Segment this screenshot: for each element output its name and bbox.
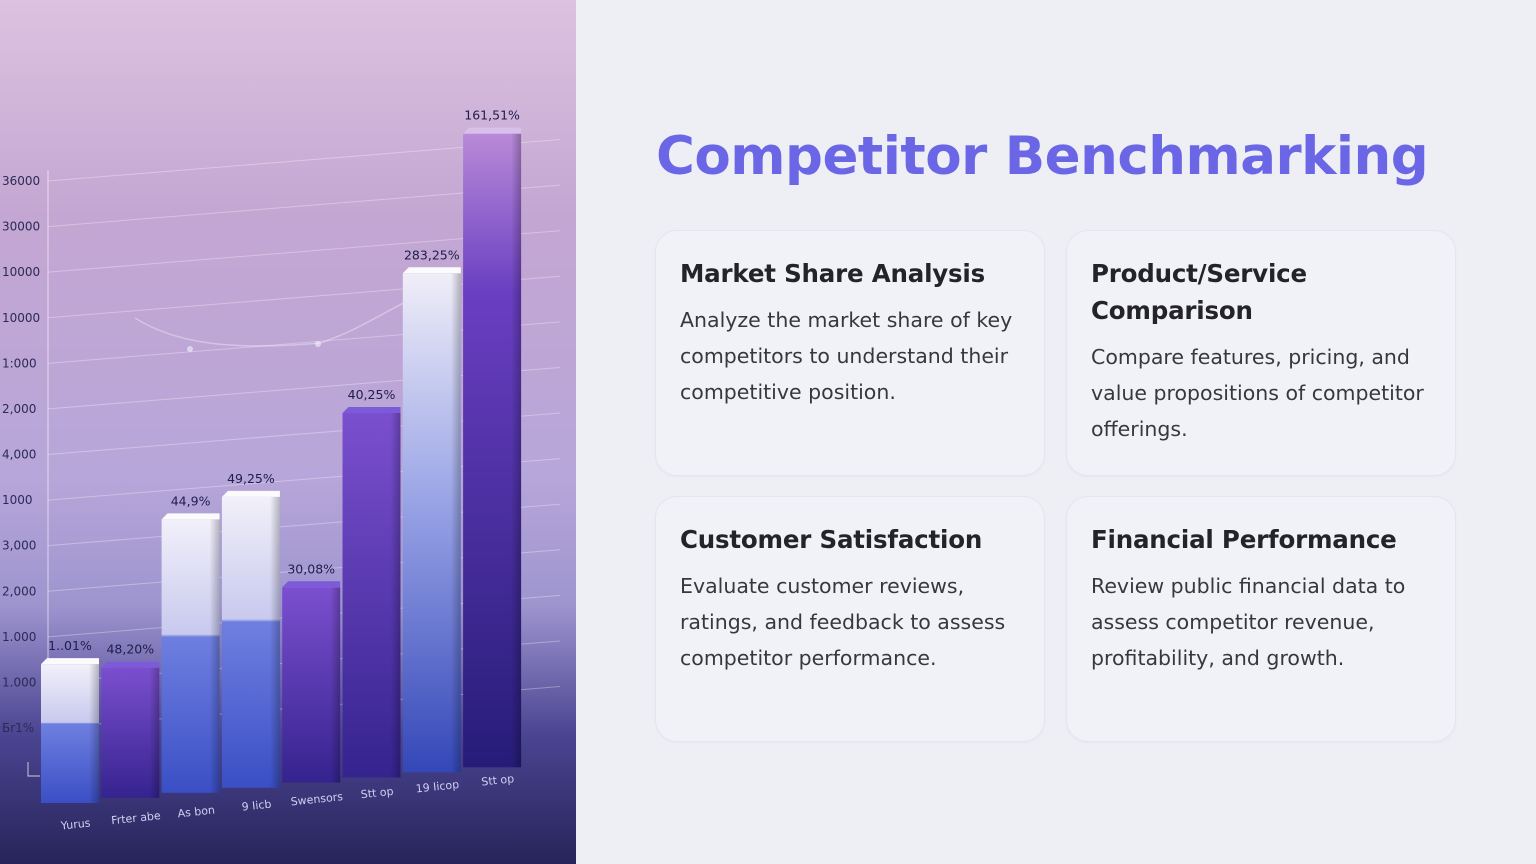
decor-curve	[134, 294, 421, 347]
y-tick-label: 1000	[2, 493, 33, 507]
x-category-label: Yurus	[59, 816, 91, 832]
x-category-label: Stt op	[360, 785, 394, 801]
slide-title: Competitor Benchmarking	[656, 126, 1429, 187]
x-category-label: Swensors	[290, 790, 344, 808]
card-heading: Product/Service Comparison	[1091, 259, 1307, 325]
bar-value-label: 44,9%	[171, 493, 211, 508]
bar-side	[390, 412, 401, 778]
bar	[161, 513, 220, 793]
y-tick-label: 1.000	[2, 630, 36, 644]
y-tick-label: 1.000	[2, 675, 36, 689]
y-tick-label: 1:000	[2, 356, 37, 370]
card-body: Review public financial data to assess c…	[1091, 574, 1406, 670]
bar-value-label: 49,25%	[227, 471, 275, 486]
bar-side	[89, 664, 99, 803]
bar-side	[269, 496, 280, 788]
y-tick-label: 10000	[2, 311, 40, 325]
chart-panel: 36000 30000 10000 10000 1:000 2,000 4,000 1000 3…	[0, 0, 576, 864]
bar-value-label: 48,20%	[106, 642, 154, 657]
bar-cap	[342, 406, 401, 413]
card-heading: Market Share Analysis	[680, 259, 986, 288]
y-tick-label: 3,000	[2, 539, 36, 553]
card-body: Evaluate customer reviews, ratings, and …	[680, 574, 1006, 670]
bar	[402, 267, 461, 773]
bar-chart: 36000 30000 10000 10000 1:000 2,000 4,000 1000 3…	[2, 108, 561, 833]
x-category-label: Stt op	[481, 772, 515, 788]
y-tick-label: 36000	[2, 174, 40, 188]
card-heading: Customer Satisfaction	[680, 525, 983, 554]
bar-value-label: 40,25%	[348, 387, 396, 402]
bar-side	[511, 133, 522, 768]
bar-value-label: 283,25%	[404, 247, 460, 262]
card-financial-performance: Financial Performance Review public fina…	[1066, 496, 1456, 742]
bar	[101, 661, 160, 798]
x-category-label: 19 Iicop	[415, 778, 460, 795]
bar	[342, 406, 401, 778]
card-market-share: Market Share Analysis Analyze the market…	[655, 230, 1045, 476]
bar-cap	[282, 581, 341, 588]
bar-value-label: 1..01%	[48, 638, 92, 653]
bar-cap	[41, 658, 99, 665]
x-category-label: As bon	[177, 803, 216, 820]
card-body: Compare features, pricing, and value pro…	[1091, 345, 1424, 441]
card-product-comparison: Product/Service Comparison Compare featu…	[1066, 230, 1456, 476]
bar-value-label: 161,51%	[464, 108, 520, 123]
bar-cap	[101, 661, 160, 668]
bar-side	[330, 587, 341, 783]
bar	[282, 581, 341, 783]
x-category-label: Frter abe	[111, 809, 162, 827]
bar-side	[450, 273, 461, 773]
bar-value-label: 30,08%	[287, 561, 335, 576]
decor-dot	[315, 341, 321, 347]
y-tick-label: 2,000	[2, 584, 36, 598]
card-customer-satisfaction: Customer Satisfaction Evaluate customer …	[655, 496, 1045, 742]
card-heading: Financial Performance	[1091, 525, 1397, 554]
y-tick-label: 4,000	[2, 448, 36, 462]
bar-cap	[463, 127, 522, 134]
bar	[41, 658, 99, 803]
y-tick-label: 10000	[2, 265, 40, 279]
y-tick-label: 30000	[2, 220, 40, 234]
bar	[463, 127, 522, 768]
bar-side	[149, 667, 160, 798]
bar-cap	[402, 267, 461, 274]
bar-cap	[161, 513, 220, 520]
decor-dot	[187, 346, 193, 352]
y-tick-label: 2,000	[2, 402, 36, 416]
bar-side	[209, 519, 220, 793]
bar	[221, 490, 280, 788]
axis-corner	[27, 762, 40, 777]
content-panel: Competitor Benchmarking Market Share Ana…	[576, 0, 1536, 864]
x-category-label: 9 Iicb	[241, 798, 272, 814]
bar-cap	[221, 490, 280, 497]
card-body: Analyze the market share of key competit…	[680, 308, 1013, 404]
y-tick-label: Бr1%	[2, 721, 34, 735]
